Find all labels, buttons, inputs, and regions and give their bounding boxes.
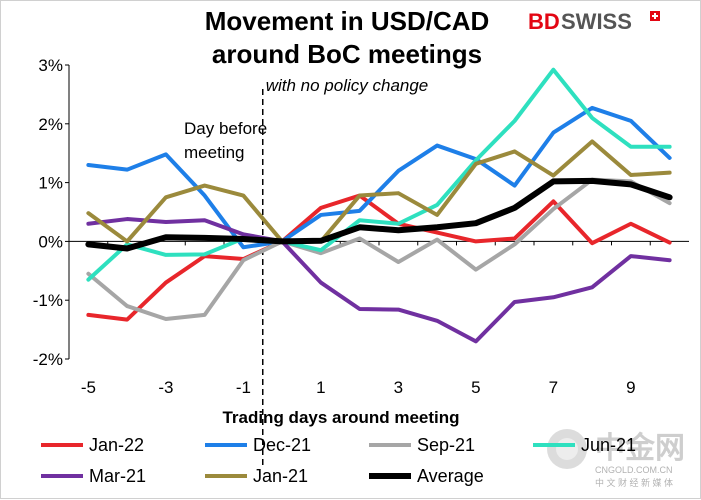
series-line-jan-21: [86, 139, 672, 244]
x-tick-label: 3: [394, 378, 403, 397]
y-axis: -2% -1% 0% 1% 2% 3%: [33, 56, 70, 369]
series-layer: [85, 67, 673, 344]
logo-swiss-text: SWISS: [561, 9, 632, 34]
y-tick-label: -2%: [33, 350, 63, 369]
x-tick-label: 7: [549, 378, 558, 397]
x-axis: -5 -3 -1 1 3 5 7 9: [68, 241, 651, 397]
watermark-chinese: 中金网: [595, 431, 685, 465]
watermark-logo-inner: [556, 438, 578, 460]
y-tick-label: 3%: [38, 56, 63, 75]
legend-label-jun-21: Jun-21: [581, 435, 636, 455]
series-line-jun-21: [86, 67, 672, 282]
logo-bd-text: BD: [528, 9, 560, 34]
series-line-jan-22: [86, 193, 672, 322]
annotation-day-before-line-1: Day before: [184, 119, 267, 138]
chart-subtitle: with no policy change: [266, 76, 429, 95]
series-line-sep-21: [86, 177, 672, 322]
chart-title-line-1: Movement in USD/CAD: [205, 6, 490, 36]
x-tick-label: -5: [81, 378, 96, 397]
series-line-dec-21: [86, 105, 672, 250]
watermark-tagline: 中 文 财 经 新 媒 体: [595, 477, 673, 488]
y-tick-label: 2%: [38, 115, 63, 134]
series-line-mar-21: [86, 217, 672, 344]
watermark-domain: CNGOLD.COM.CN: [595, 465, 673, 475]
y-tick-label: -1%: [33, 291, 63, 310]
y-tick-label: 0%: [38, 232, 63, 251]
legend-label-jan-21: Jan-21: [253, 466, 308, 486]
legend-label-jan-22: Jan-22: [89, 435, 144, 455]
legend-label-average: Average: [417, 466, 484, 486]
x-tick-label: 1: [316, 378, 325, 397]
legend-label-mar-21: Mar-21: [89, 466, 146, 486]
series-line-average: [85, 177, 673, 252]
legend-label-dec-21: Dec-21: [253, 435, 311, 455]
swiss-cross-icon: [650, 11, 660, 21]
legend-label-sep-21: Sep-21: [417, 435, 475, 455]
y-tick-label: 1%: [38, 174, 63, 193]
x-axis-label: Trading days around meeting: [222, 408, 459, 427]
x-tick-label: -3: [158, 378, 173, 397]
x-tick-label: 9: [626, 378, 635, 397]
bdswiss-logo: BD SWISS: [528, 9, 660, 34]
annotation-day-before-line-2: meeting: [184, 143, 244, 162]
x-tick-label: 5: [471, 378, 480, 397]
chart-title-line-2: around BoC meetings: [212, 39, 482, 69]
x-tick-label: -1: [236, 378, 251, 397]
legend: Jan-22 Dec-21 Sep-21 Jun-21 Mar-21 Jan-21 Aver…: [41, 435, 636, 486]
